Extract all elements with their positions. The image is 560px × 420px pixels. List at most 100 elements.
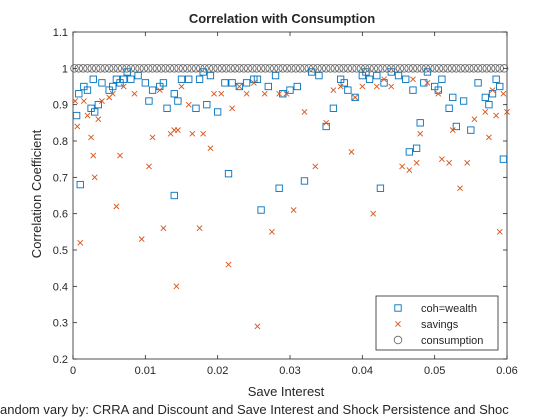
y-tick-label: 0.2: [53, 354, 68, 366]
data-point: [127, 75, 135, 83]
data-point: [248, 64, 257, 73]
data-point: [449, 127, 456, 134]
footnote: andom vary by: CRRA and Discount and Sav…: [0, 402, 509, 417]
data-point: [122, 64, 131, 73]
data-point: [408, 64, 418, 73]
data-point: [159, 79, 168, 87]
data-point: [293, 82, 301, 91]
data-point: [91, 174, 98, 181]
data-point: [438, 156, 445, 163]
data-point: [149, 134, 156, 141]
data-point: [177, 75, 186, 83]
data-point: [356, 64, 366, 73]
y-tick-label: 0.7: [53, 172, 68, 184]
y-tick-label: 0.5: [53, 245, 68, 257]
data-point: [138, 236, 145, 243]
data-point: [326, 64, 335, 73]
data-point: [313, 64, 322, 73]
data-point: [235, 82, 244, 91]
data-point: [252, 64, 261, 73]
data-point: [192, 104, 200, 112]
data-point: [399, 163, 406, 170]
data-point: [456, 64, 465, 73]
data-point: [438, 75, 446, 83]
data-point: [387, 64, 396, 73]
data-point: [148, 64, 157, 73]
data-point: [78, 64, 88, 73]
data-point: [347, 64, 357, 73]
x-tick-label: 0.02: [207, 365, 228, 377]
data-point: [499, 64, 509, 73]
x-tick-label: 0.01: [135, 365, 156, 377]
data-point: [163, 104, 171, 112]
data-point: [504, 109, 510, 115]
data-point: [276, 90, 283, 97]
data-point: [95, 116, 102, 123]
data-point: [424, 79, 431, 86]
data-point: [406, 167, 413, 173]
x-tick-label: 0: [70, 365, 76, 377]
data-point: [365, 64, 374, 73]
data-point: [230, 64, 240, 73]
data-point: [174, 97, 182, 105]
data-point: [183, 64, 192, 73]
data-point: [77, 239, 84, 246]
data-point: [323, 119, 330, 126]
data-point: [351, 93, 359, 102]
data-point: [235, 64, 244, 73]
data-point: [126, 64, 136, 73]
data-point: [243, 64, 253, 73]
data-point: [287, 64, 296, 73]
data-point: [445, 104, 453, 112]
data-point: [146, 163, 152, 170]
data-point: [388, 83, 395, 90]
data-point: [265, 64, 274, 73]
data-point: [139, 64, 149, 73]
data-point: [412, 144, 421, 152]
data-point: [496, 82, 504, 91]
data-point: [87, 64, 97, 73]
data-point: [91, 108, 99, 116]
data-point: [70, 64, 79, 73]
data-point: [417, 64, 426, 73]
data-point: [286, 86, 294, 94]
data-point: [156, 87, 163, 94]
data-point: [373, 64, 383, 73]
data-point: [243, 90, 250, 97]
data-point: [135, 64, 144, 73]
x-axis-title: Save Interest: [248, 384, 325, 399]
data-point: [493, 112, 500, 119]
data-point: [304, 64, 314, 73]
data-point: [221, 79, 229, 87]
data-point: [435, 90, 442, 97]
y-tick-label: 0.3: [53, 318, 68, 330]
x-tick-label: 0.06: [496, 365, 517, 377]
data-point: [426, 64, 435, 73]
data-point: [196, 225, 203, 232]
data-point: [152, 64, 162, 73]
data-point: [213, 64, 222, 73]
data-point: [473, 64, 483, 73]
legend: coh=wealth savings consumption: [375, 295, 499, 351]
data-point: [211, 90, 217, 97]
data-point: [460, 64, 470, 73]
legend-marker: [395, 321, 401, 327]
data-point: [145, 97, 153, 105]
data-point: [447, 64, 457, 73]
y-tick-label: 1.1: [53, 27, 68, 39]
data-point: [256, 64, 266, 73]
data-point: [195, 75, 204, 83]
data-point: [173, 283, 180, 290]
data-point: [200, 130, 207, 137]
data-point: [478, 64, 487, 73]
data-point: [228, 79, 236, 87]
data-point: [329, 104, 338, 112]
data-point: [117, 152, 123, 159]
series-savings: [72, 76, 510, 330]
data-point: [381, 76, 387, 83]
data-point: [416, 119, 424, 127]
data-point: [485, 101, 493, 109]
data-point: [264, 82, 272, 91]
data-point: [365, 75, 374, 83]
legend-label: coh=wealth: [421, 303, 477, 315]
